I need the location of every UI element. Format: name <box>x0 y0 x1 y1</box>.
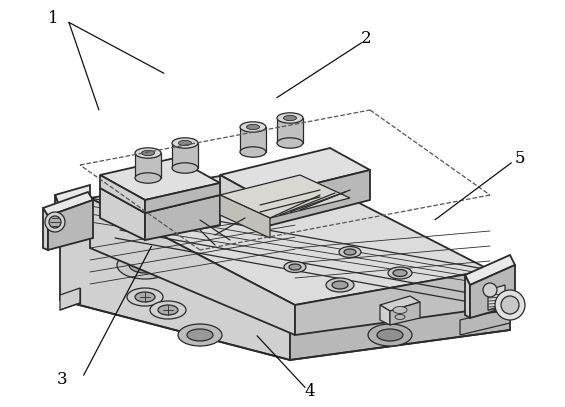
Polygon shape <box>260 170 370 228</box>
Polygon shape <box>220 175 260 228</box>
Polygon shape <box>43 192 93 216</box>
Polygon shape <box>470 265 515 318</box>
Ellipse shape <box>127 288 163 306</box>
Ellipse shape <box>339 247 361 258</box>
Polygon shape <box>220 175 350 218</box>
Polygon shape <box>100 175 145 213</box>
Ellipse shape <box>150 301 186 319</box>
Polygon shape <box>100 170 220 213</box>
Text: 1: 1 <box>49 10 59 27</box>
Polygon shape <box>240 127 266 152</box>
Circle shape <box>49 216 61 228</box>
Polygon shape <box>390 302 420 325</box>
Polygon shape <box>100 158 220 200</box>
Ellipse shape <box>129 257 161 273</box>
Polygon shape <box>48 200 93 250</box>
Ellipse shape <box>393 269 407 276</box>
Ellipse shape <box>135 148 161 158</box>
Polygon shape <box>465 275 470 318</box>
Polygon shape <box>488 285 505 310</box>
Polygon shape <box>43 208 48 250</box>
Polygon shape <box>90 165 490 305</box>
Ellipse shape <box>344 249 356 255</box>
Ellipse shape <box>141 151 154 155</box>
Polygon shape <box>277 118 303 143</box>
Circle shape <box>501 296 519 314</box>
Polygon shape <box>145 183 220 213</box>
Polygon shape <box>295 270 490 335</box>
Text: 5: 5 <box>515 150 525 167</box>
Polygon shape <box>380 296 420 311</box>
Polygon shape <box>220 148 370 197</box>
Ellipse shape <box>368 324 412 346</box>
Ellipse shape <box>377 329 403 341</box>
Circle shape <box>45 212 65 232</box>
Polygon shape <box>60 170 510 320</box>
Polygon shape <box>55 185 90 208</box>
Ellipse shape <box>187 329 213 341</box>
Text: 3: 3 <box>57 371 67 388</box>
Ellipse shape <box>332 281 348 289</box>
Ellipse shape <box>404 285 436 301</box>
Text: 2: 2 <box>361 30 371 47</box>
Ellipse shape <box>392 279 448 307</box>
Polygon shape <box>220 195 270 238</box>
Polygon shape <box>460 308 510 335</box>
Polygon shape <box>172 143 198 168</box>
Ellipse shape <box>117 251 173 279</box>
Polygon shape <box>290 285 510 360</box>
Ellipse shape <box>172 163 198 173</box>
Ellipse shape <box>172 138 198 148</box>
Circle shape <box>483 283 497 297</box>
Polygon shape <box>90 198 295 335</box>
Ellipse shape <box>179 140 192 146</box>
Polygon shape <box>135 153 161 178</box>
Ellipse shape <box>135 292 155 302</box>
Ellipse shape <box>135 173 161 183</box>
Ellipse shape <box>277 138 303 148</box>
Ellipse shape <box>284 116 297 120</box>
Polygon shape <box>145 195 220 240</box>
Ellipse shape <box>277 113 303 123</box>
Ellipse shape <box>393 306 407 313</box>
Ellipse shape <box>246 125 259 129</box>
Polygon shape <box>60 288 80 310</box>
Ellipse shape <box>240 147 266 157</box>
Ellipse shape <box>326 278 354 292</box>
Ellipse shape <box>158 305 178 315</box>
Circle shape <box>495 290 525 320</box>
Polygon shape <box>465 255 515 285</box>
Polygon shape <box>100 188 145 240</box>
Ellipse shape <box>178 324 222 346</box>
Polygon shape <box>380 305 390 325</box>
Ellipse shape <box>388 267 412 279</box>
Polygon shape <box>60 205 290 360</box>
Text: 4: 4 <box>305 383 315 400</box>
Ellipse shape <box>284 262 306 273</box>
Polygon shape <box>55 195 60 243</box>
Ellipse shape <box>240 122 266 132</box>
Ellipse shape <box>289 264 301 270</box>
Ellipse shape <box>395 315 405 319</box>
